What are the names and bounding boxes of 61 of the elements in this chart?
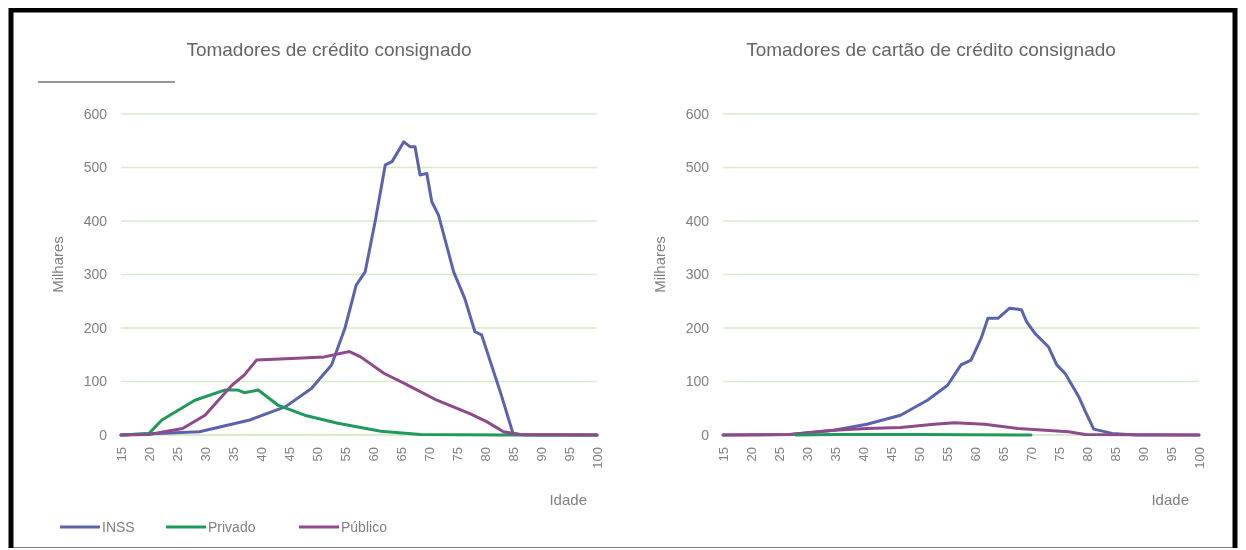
x-tick-label: 70	[1023, 447, 1039, 462]
x-tick-label: 75	[1051, 447, 1067, 462]
x-tick-label: 95	[561, 447, 577, 462]
x-tick-label: 50	[911, 447, 927, 462]
x-tick-label: 40	[855, 447, 871, 462]
y-tick-label: 200	[83, 319, 108, 336]
y-tick-label: 500	[685, 159, 710, 176]
y-tick-label: 600	[83, 105, 108, 122]
y-tick-label: 300	[83, 266, 108, 283]
x-tick-label: 70	[421, 447, 437, 462]
x-tick-label: 15	[113, 447, 129, 462]
x-tick-label: 55	[939, 447, 955, 462]
x-tick-label: 85	[1107, 447, 1123, 462]
x-tick-label: 65	[393, 447, 409, 462]
x-tick-label: 100	[1191, 447, 1207, 469]
x-tick-label: 50	[309, 447, 325, 462]
y-tick-label: 200	[685, 319, 710, 336]
x-tick-label: 45	[883, 447, 899, 462]
x-tick-label: 90	[533, 447, 549, 462]
legend-label: Privado	[208, 518, 256, 535]
y-tick-label: 500	[83, 159, 108, 176]
x-tick-label: 15	[715, 447, 731, 462]
x-tick-label: 75	[449, 447, 465, 462]
y-tick-label: 100	[685, 373, 710, 390]
x-tick-label: 20	[743, 447, 759, 462]
x-tick-label: 40	[253, 447, 269, 462]
chart-title: Tomadores de crédito consignado	[186, 39, 472, 60]
y-tick-label: 400	[685, 212, 710, 229]
line-series	[119, 350, 599, 437]
chart-title: Tomadores de cartão de crédito consignado	[746, 39, 1116, 60]
x-tick-label: 35	[827, 447, 843, 462]
x-tick-label: 20	[141, 447, 157, 462]
x-tick-label: 35	[225, 447, 241, 462]
y-tick-label: 100	[83, 373, 108, 390]
x-tick-label: 25	[771, 447, 787, 462]
x-tick-label: 60	[365, 447, 381, 462]
legend-label: Público	[341, 518, 388, 535]
x-tick-label: 85	[505, 447, 521, 462]
y-tick-label: 0	[99, 426, 108, 443]
y-tick-label: 0	[701, 426, 710, 443]
y-tick-label: 400	[83, 212, 108, 229]
x-tick-label: 30	[799, 447, 815, 462]
x-tick-label: 25	[169, 447, 185, 462]
x-tick-label: 45	[281, 447, 297, 462]
x-tick-label: 95	[1163, 447, 1179, 462]
y-tick-label: 300	[685, 266, 710, 283]
y-axis-title: Milhares	[651, 236, 669, 293]
x-tick-label: 80	[1079, 447, 1095, 462]
x-tick-label: 60	[967, 447, 983, 462]
x-axis-title: Idade	[549, 491, 587, 508]
legend-label: INSS	[102, 518, 135, 535]
y-axis-title: Milhares	[49, 236, 67, 293]
x-tick-label: 80	[477, 447, 493, 462]
line-series	[721, 421, 1201, 437]
x-axis-title: Idade	[1151, 491, 1189, 508]
x-tick-label: 90	[1135, 447, 1151, 462]
x-tick-label: 55	[337, 447, 353, 462]
x-tick-label: 65	[995, 447, 1011, 462]
y-tick-label: 600	[685, 105, 710, 122]
x-tick-label: 30	[197, 447, 213, 462]
x-tick-label: 100	[589, 447, 605, 469]
